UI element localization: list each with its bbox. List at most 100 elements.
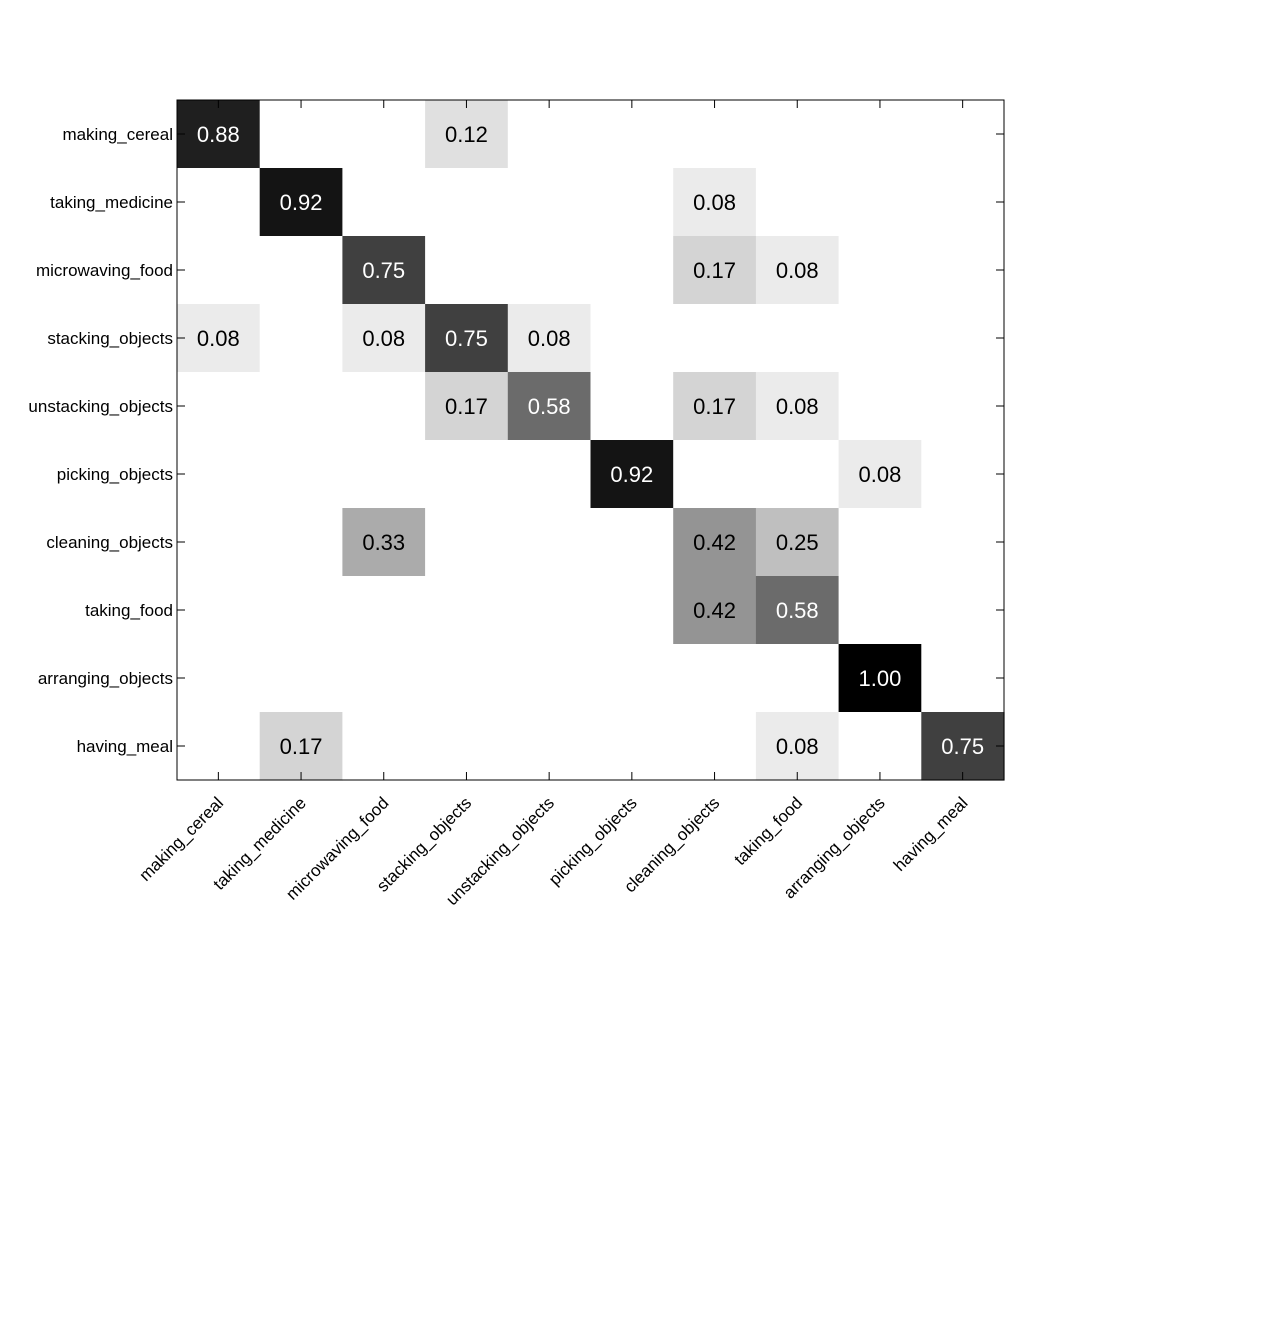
heatmap-cell (259, 372, 343, 441)
heatmap-cell (507, 168, 592, 237)
heatmap-cell (673, 100, 757, 169)
cell-value-label: 0.42 (693, 598, 736, 623)
heatmap-cell (342, 576, 426, 645)
cell-value-label: 0.08 (528, 326, 571, 351)
heatmap-cell (177, 304, 261, 373)
heatmap-cell (921, 644, 1005, 713)
heatmap-cell (838, 508, 922, 577)
heatmap-cell (177, 576, 261, 645)
heatmap-cell (755, 508, 840, 577)
heatmap-cell (177, 100, 261, 169)
y-tick-label: microwaving_food (36, 261, 173, 280)
heatmap-cell (921, 168, 1005, 237)
y-tick-label: taking_food (85, 601, 173, 620)
heatmap-cell (755, 168, 840, 237)
heatmap-cell (177, 168, 261, 237)
y-tick-labels: making_cereal taking_medicine microwaving_… (28, 125, 173, 756)
cell-value-label: 0.88 (197, 122, 240, 147)
cell-value-label: 0.92 (280, 190, 323, 215)
cell-value-label: 0.17 (280, 734, 323, 759)
cell-value-label: 0.08 (693, 190, 736, 215)
heatmap-cell (507, 440, 592, 509)
heatmap-cell (177, 644, 261, 713)
heatmap-cell (177, 712, 261, 781)
heatmap-cell (838, 100, 922, 169)
heatmap-cell (590, 576, 674, 645)
heatmap-cell (673, 644, 757, 713)
heatmap-cell (590, 372, 674, 441)
heatmap-cell (838, 440, 922, 509)
y-tick-label: taking_medicine (50, 193, 173, 212)
heatmap-cell (177, 440, 261, 509)
y-tick-label: arranging_objects (38, 669, 173, 688)
y-tick-label: making_cereal (62, 125, 173, 144)
heatmap-cell (259, 168, 343, 237)
heatmap-cell (673, 440, 757, 509)
cell-value-label: 0.58 (776, 598, 819, 623)
heatmap-cell (838, 712, 922, 781)
heatmap-cell (425, 644, 509, 713)
cell-value-label: 1.00 (859, 666, 902, 691)
cell-value-label: 0.92 (610, 462, 653, 487)
heatmap-cell (755, 304, 840, 373)
heatmap-cell (673, 236, 757, 305)
heatmap-cell (507, 304, 592, 373)
plot-frame (176, 99, 1005, 781)
heatmap-cell (590, 304, 674, 373)
heatmap-cell (755, 100, 840, 169)
heatmap-cell (507, 644, 592, 713)
heatmap-cell (838, 168, 922, 237)
heatmap-cell (259, 712, 343, 781)
heatmap-cell (259, 100, 343, 169)
cell-value-label: 0.42 (693, 530, 736, 555)
heatmap-cell (673, 372, 757, 441)
heatmap-cell (921, 440, 1005, 509)
y-tick-label: cleaning_objects (46, 533, 173, 552)
heatmap-cell (755, 440, 840, 509)
heatmap-cell (425, 576, 509, 645)
heatmap-cell (259, 440, 343, 509)
y-tick-label: unstacking_objects (28, 397, 173, 416)
heatmap-cell (921, 712, 1005, 781)
cell-value-label: 0.75 (362, 258, 405, 283)
cell-value-label: 0.12 (445, 122, 488, 147)
heatmap-cell (838, 644, 922, 713)
heatmap-cell (425, 100, 509, 169)
heatmap-cell (673, 576, 757, 645)
heatmap-cell (259, 304, 343, 373)
heatmap-cell (425, 236, 509, 305)
heatmap-cell (425, 304, 509, 373)
cell-value-label: 0.25 (776, 530, 819, 555)
heatmap-cell (507, 508, 592, 577)
heatmap-cell (590, 236, 674, 305)
heatmap-cell (425, 168, 509, 237)
heatmap-cell (590, 100, 674, 169)
cell-value-label: 0.08 (197, 326, 240, 351)
heatmap-cell (342, 508, 426, 577)
y-tick-label: having_meal (77, 737, 173, 756)
cell-value-label: 0.08 (776, 734, 819, 759)
heatmap-cell (425, 508, 509, 577)
heatmap-cell (838, 236, 922, 305)
heatmap-cell (755, 644, 840, 713)
heatmap-cell (259, 576, 343, 645)
heatmap-cell (425, 372, 509, 441)
cell-value-label: 0.08 (776, 394, 819, 419)
heatmap-cell (259, 508, 343, 577)
heatmap-cell (177, 236, 261, 305)
heatmap-cell (755, 236, 840, 305)
heatmap-cell (590, 508, 674, 577)
heatmap-cell (507, 712, 592, 781)
heatmap-cell (838, 576, 922, 645)
cell-value-label: 0.33 (362, 530, 405, 555)
cell-value-label: 0.75 (941, 734, 984, 759)
cell-value-label: 0.17 (445, 394, 488, 419)
heatmap-cell (259, 236, 343, 305)
x-tick-labels: making_cerealtaking_medicinemicrowaving_… (136, 793, 972, 909)
x-tick-label: taking_food (730, 793, 806, 869)
heatmap-cell (590, 440, 674, 509)
heatmap-cell (921, 372, 1005, 441)
heatmap-cell (673, 168, 757, 237)
cell-value-label: 0.17 (693, 394, 736, 419)
